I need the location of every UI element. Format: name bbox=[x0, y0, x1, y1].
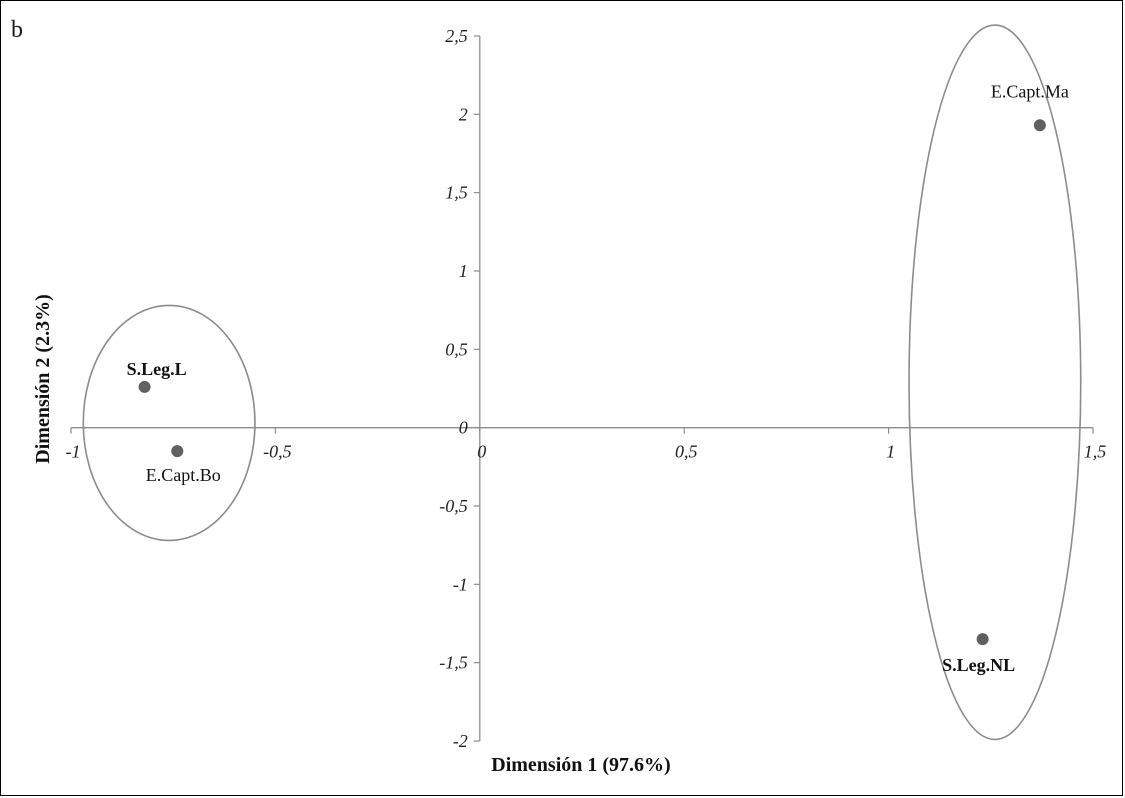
y-tick-label: -0,5 bbox=[439, 496, 468, 516]
x-tick-label: 0 bbox=[477, 442, 486, 462]
point-s-leg-nl bbox=[976, 633, 989, 646]
data-points: S.Leg.L E.Capt.Bo E.Capt.Ma S.Leg.NL bbox=[127, 81, 1069, 675]
point-s-leg-l bbox=[138, 380, 151, 393]
y-tick-label: 0 bbox=[459, 418, 468, 438]
axes bbox=[70, 35, 1094, 742]
y-tick-label: -1,5 bbox=[439, 653, 468, 673]
x-tick-label: 1,5 bbox=[1084, 442, 1107, 462]
x-tick-label: -1 bbox=[66, 442, 81, 462]
point-label-s-leg-l: S.Leg.L bbox=[127, 359, 187, 379]
y-tick-label: 1,5 bbox=[445, 183, 468, 203]
point-e-capt-bo bbox=[171, 445, 184, 458]
y-tick-label: -1 bbox=[453, 574, 468, 594]
x-axis-title: Dimensión 1 (97.6%) bbox=[491, 754, 670, 776]
x-tick-label: 0,5 bbox=[675, 442, 698, 462]
grouping-ellipses bbox=[82, 24, 1082, 741]
point-label-e-capt-bo: E.Capt.Bo bbox=[146, 465, 221, 485]
point-e-capt-ma bbox=[1033, 119, 1046, 132]
y-tick-label: 2 bbox=[459, 104, 468, 124]
y-tick-label: 2,5 bbox=[445, 26, 468, 46]
y-tick-label: 0,5 bbox=[445, 339, 468, 359]
x-tick-label: -0,5 bbox=[263, 442, 292, 462]
y-axis-title: Dimensión 2 (2.3%) bbox=[32, 294, 54, 463]
grouping-ellipse-1 bbox=[82, 304, 256, 542]
panel-letter: b bbox=[11, 17, 23, 43]
point-label-e-capt-ma: E.Capt.Ma bbox=[991, 81, 1069, 101]
x-tick-label: 1 bbox=[886, 442, 895, 462]
point-label-s-leg-nl: S.Leg.NL bbox=[942, 655, 1015, 675]
tick-labels: -1 -0,5 0 0,5 1 1,5 2,5 2 1,5 1 0,5 0 -0,5 -1 -1,5 -2 bbox=[66, 26, 1107, 751]
grouping-ellipse-2 bbox=[908, 24, 1082, 741]
y-tick-label: 1 bbox=[459, 261, 468, 281]
y-tick-label: -2 bbox=[453, 731, 468, 751]
